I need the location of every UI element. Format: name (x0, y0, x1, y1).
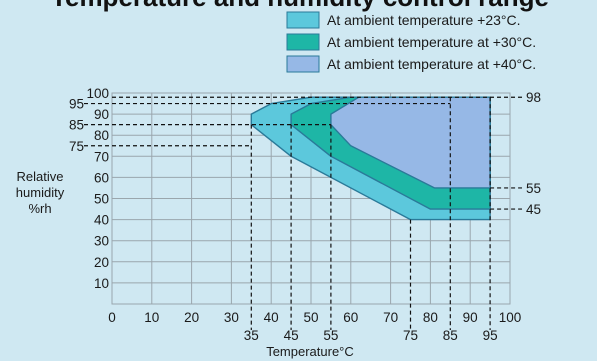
y-tick-label: 50 (94, 192, 109, 207)
y-tick-label: 60 (94, 170, 109, 185)
x-tick-label: 80 (423, 310, 438, 325)
legend-label-3: At ambient temperature at +40°C. (327, 56, 536, 72)
legend-label-2: At ambient temperature at +30°C. (327, 34, 536, 50)
y-ref-tick-label-right: 55 (526, 181, 541, 196)
legend-swatch-2 (286, 33, 320, 51)
y-tick-label: 90 (94, 107, 109, 122)
y-ref-tick-label-right: 98 (526, 90, 541, 105)
x-tick-label: 60 (343, 310, 358, 325)
legend-swatch-1 (286, 11, 320, 29)
x-ref-tick-label: 35 (244, 328, 259, 343)
x-tick-label: 10 (144, 310, 159, 325)
x-tick-label: 50 (303, 310, 318, 325)
y-tick-label: 10 (94, 276, 109, 291)
y-ref-tick-label-left: 95 (69, 97, 84, 112)
y-ref-tick-label-left: 85 (69, 118, 84, 133)
x-ref-tick-label: 75 (403, 328, 418, 343)
range-areas (250, 96, 491, 221)
y-tick-label: 100 (86, 86, 109, 101)
legend-swatch-3 (286, 55, 320, 73)
y-axis-label-line: Relative (17, 169, 64, 184)
y-tick-label: 40 (94, 213, 109, 228)
x-tick-label: 30 (224, 310, 239, 325)
chart-title: Temperature and humidity control range (51, 0, 549, 12)
x-axis-ticks: 0 10 20 30 40 50 60 70 80 90 100 35 45 55 75 85 95 (108, 310, 521, 343)
y-ref-tick-label-right: 45 (526, 202, 541, 217)
x-tick-label: 70 (383, 310, 398, 325)
y-tick-label: 30 (94, 234, 109, 249)
x-ref-tick-label: 85 (443, 328, 458, 343)
y-axis-label-line: %rh (28, 201, 51, 216)
y-ref-tick-label-left: 75 (69, 139, 84, 154)
reference-lines (84, 96, 522, 330)
x-tick-label: 100 (499, 310, 522, 325)
y-tick-label: 20 (94, 255, 109, 270)
x-axis-label: Temperature°C (266, 344, 354, 359)
x-tick-label: 90 (463, 310, 478, 325)
legend: At ambient temperature +23°C. At ambient … (286, 11, 536, 73)
x-ref-tick-label: 95 (483, 328, 498, 343)
grid (111, 92, 511, 305)
y-axis-label-line: humidity (16, 185, 65, 200)
x-tick-label: 20 (184, 310, 199, 325)
x-ref-tick-label: 55 (323, 328, 338, 343)
y-tick-label: 70 (94, 149, 109, 164)
x-ref-tick-label: 45 (284, 328, 299, 343)
x-tick-label: 0 (108, 310, 116, 325)
y-tick-label: 80 (94, 128, 109, 143)
x-tick-label: 40 (264, 310, 279, 325)
legend-label-1: At ambient temperature +23°C. (327, 12, 521, 28)
